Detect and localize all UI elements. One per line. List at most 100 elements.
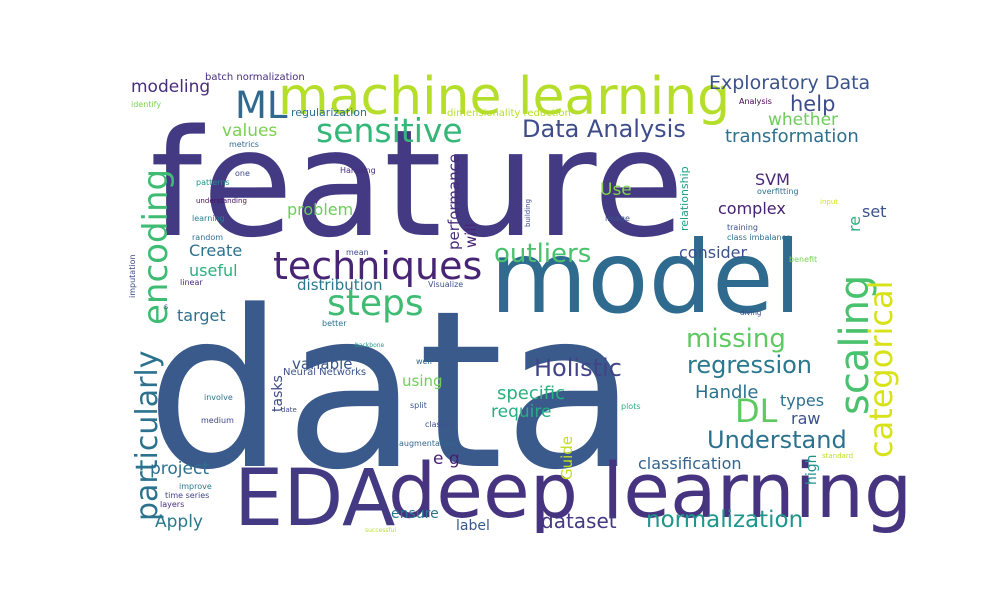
word-deep-learning: deep learning bbox=[388, 446, 912, 535]
word-understanding: understanding bbox=[196, 197, 247, 205]
word-target: target bbox=[177, 306, 226, 325]
word-e-g: e g bbox=[433, 449, 460, 469]
word-guide: Guide bbox=[558, 436, 576, 480]
word-backbone: backbone bbox=[355, 342, 385, 349]
word-values: values bbox=[222, 121, 277, 141]
word-medium: medium bbox=[201, 416, 234, 425]
word-random: random bbox=[192, 233, 223, 242]
word-holistic: Holistic bbox=[534, 354, 622, 382]
word-batch-normalization: batch normalization bbox=[205, 72, 305, 83]
word-input: input bbox=[820, 198, 838, 206]
word-image: image bbox=[605, 214, 630, 223]
word-understand: Understand bbox=[707, 426, 847, 454]
word-one: one bbox=[235, 169, 250, 178]
word-training: training bbox=[727, 223, 758, 232]
word-data: data bbox=[146, 265, 637, 518]
word-ml: ML bbox=[235, 84, 288, 127]
word-feature: feature bbox=[150, 98, 684, 270]
word-categorical: categorical bbox=[862, 281, 900, 458]
word-missing: missing bbox=[686, 324, 786, 354]
word-whether: whether bbox=[768, 110, 838, 130]
word-eda: EDA bbox=[234, 454, 395, 544]
word-will: will bbox=[462, 223, 480, 248]
word-date: date bbox=[281, 406, 297, 414]
word-successful: successful bbox=[365, 527, 396, 534]
word-outliers: outliers bbox=[494, 239, 591, 269]
word-exploratory-data: Exploratory Data bbox=[709, 72, 870, 94]
word-imputation: imputation bbox=[128, 254, 137, 298]
word-split: split bbox=[410, 401, 427, 410]
word-performance: performance bbox=[445, 154, 463, 250]
word-ensure: ensure bbox=[391, 506, 439, 522]
word-particularly: particularly bbox=[130, 350, 165, 521]
word-steps: steps bbox=[327, 283, 424, 324]
word-using: using bbox=[402, 372, 443, 390]
word-diving: diving bbox=[740, 309, 761, 317]
word-overfitting: overfitting bbox=[757, 187, 799, 196]
word-use: Use bbox=[600, 180, 632, 200]
word-machine-learning: machine learning bbox=[278, 67, 730, 127]
word-scaling: scaling bbox=[832, 275, 878, 415]
word-well: well bbox=[416, 357, 432, 366]
word-tasks: tasks bbox=[270, 375, 286, 412]
word-handling: Handling bbox=[340, 166, 376, 175]
word-classification: classification bbox=[638, 454, 742, 473]
word-data-analysis: Data Analysis bbox=[522, 115, 686, 143]
word-dl: DL bbox=[735, 392, 778, 430]
word-transformation: transformation bbox=[725, 126, 859, 147]
word-help: help bbox=[790, 92, 835, 116]
word-normalization: normalization bbox=[646, 507, 803, 533]
word-set: set bbox=[862, 202, 886, 221]
word-classes: classes bbox=[425, 420, 454, 429]
word-label: label bbox=[456, 518, 490, 534]
word-problem: problem bbox=[287, 200, 353, 219]
word-specific: specific bbox=[497, 383, 565, 404]
word-require: require bbox=[491, 402, 551, 422]
word-s: s bbox=[164, 302, 168, 311]
word-augmentation: augmentation bbox=[399, 439, 455, 448]
word-time-series: time series bbox=[165, 491, 209, 500]
word-patterns: patterns bbox=[196, 178, 230, 187]
word-dimensionality-reduction: dimensionality reduction bbox=[447, 108, 571, 119]
word-benefit: benefit bbox=[789, 255, 817, 264]
word-standard: standard bbox=[822, 452, 853, 460]
word-regression: regression bbox=[687, 351, 812, 379]
word-class-imbalance: class imbalance bbox=[727, 233, 791, 242]
word-visualize: Visualize bbox=[428, 280, 463, 289]
word-variable: variable bbox=[292, 355, 353, 373]
word-building: building bbox=[524, 199, 532, 227]
word-relationship: relationship bbox=[678, 166, 691, 231]
word-encoding: encoding bbox=[136, 169, 176, 325]
word-create: Create bbox=[189, 241, 242, 260]
word-mean: mean bbox=[346, 248, 369, 257]
word-types: types bbox=[780, 391, 824, 410]
word-re: re bbox=[845, 216, 864, 232]
word-high: high bbox=[804, 454, 820, 485]
word-better: better bbox=[322, 319, 347, 328]
word-identify: identify bbox=[131, 100, 161, 109]
word-svm: SVM bbox=[755, 170, 790, 189]
word-techniques: techniques bbox=[273, 244, 482, 288]
word-analysis: Analysis bbox=[739, 97, 772, 106]
word-improve: improve bbox=[179, 482, 212, 491]
word-plots: plots bbox=[621, 402, 641, 411]
word-layers: layers bbox=[160, 500, 184, 509]
word-linear: linear bbox=[180, 278, 203, 287]
word-neural-networks: Neural Networks bbox=[283, 367, 366, 378]
word-dataset: dataset bbox=[541, 509, 617, 533]
word-regularization: regularization bbox=[291, 106, 367, 119]
word-distribution: distribution bbox=[297, 276, 382, 294]
word-complex: complex bbox=[718, 199, 786, 218]
word-sensitive: sensitive bbox=[316, 111, 463, 150]
word-involve: involve bbox=[204, 393, 233, 402]
word-consider: consider bbox=[679, 243, 748, 262]
word-metrics: metrics bbox=[229, 140, 259, 149]
word-modeling: modeling bbox=[131, 77, 210, 97]
word-useful: useful bbox=[189, 261, 238, 280]
word-learning: learning bbox=[192, 214, 225, 223]
word-raw: raw bbox=[791, 409, 820, 428]
word-apply: Apply bbox=[155, 512, 203, 532]
word-model: model bbox=[490, 219, 801, 336]
word-project: project bbox=[150, 459, 209, 479]
